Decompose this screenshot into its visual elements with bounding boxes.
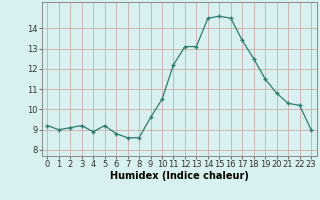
X-axis label: Humidex (Indice chaleur): Humidex (Indice chaleur) [110, 171, 249, 181]
